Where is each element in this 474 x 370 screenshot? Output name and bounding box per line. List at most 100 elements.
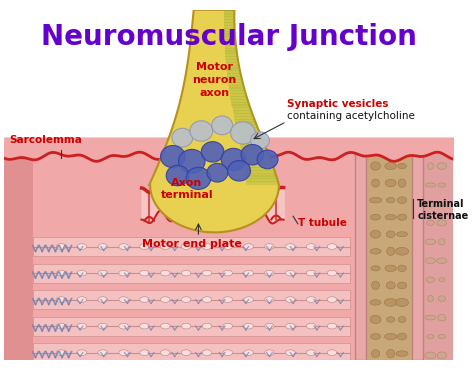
Ellipse shape [371,334,381,339]
Ellipse shape [370,249,381,254]
Ellipse shape [202,350,212,356]
Ellipse shape [397,197,407,204]
Ellipse shape [426,277,435,282]
Ellipse shape [244,323,254,329]
Ellipse shape [212,116,233,135]
Ellipse shape [285,323,295,329]
Ellipse shape [264,244,274,249]
Text: T tubule: T tubule [298,218,347,228]
Ellipse shape [397,282,407,289]
Ellipse shape [327,350,337,356]
Ellipse shape [396,298,409,306]
Ellipse shape [140,350,149,356]
Ellipse shape [161,244,170,249]
Ellipse shape [244,297,254,302]
Ellipse shape [398,316,406,323]
Ellipse shape [182,270,191,276]
Ellipse shape [119,323,128,329]
Ellipse shape [182,244,191,249]
Ellipse shape [228,161,251,181]
Ellipse shape [437,258,447,263]
Ellipse shape [427,334,434,339]
Text: Motor end plate: Motor end plate [142,239,242,249]
Ellipse shape [437,352,447,359]
Ellipse shape [119,270,128,276]
Ellipse shape [426,183,436,187]
Ellipse shape [438,314,446,321]
Ellipse shape [369,197,382,203]
Ellipse shape [385,215,396,220]
Ellipse shape [244,244,254,249]
Ellipse shape [425,315,436,320]
Text: Synaptic vesicles: Synaptic vesicles [286,99,388,109]
Ellipse shape [119,297,128,302]
Ellipse shape [425,239,436,245]
Ellipse shape [385,179,396,187]
Ellipse shape [77,270,87,276]
Ellipse shape [182,350,191,356]
Ellipse shape [285,297,295,302]
Ellipse shape [372,281,379,289]
Ellipse shape [244,270,254,276]
Ellipse shape [398,265,406,272]
Text: Sarcolemma: Sarcolemma [9,135,82,145]
Ellipse shape [182,297,191,302]
Ellipse shape [285,350,295,356]
Ellipse shape [202,244,212,249]
Ellipse shape [166,165,189,186]
Ellipse shape [384,299,397,306]
Ellipse shape [179,149,205,173]
Ellipse shape [257,150,278,169]
Ellipse shape [172,128,193,147]
Ellipse shape [161,145,185,168]
Ellipse shape [202,297,212,302]
Ellipse shape [306,270,316,276]
Ellipse shape [251,132,269,149]
Ellipse shape [327,297,337,302]
Ellipse shape [426,258,436,264]
Ellipse shape [98,244,108,249]
Bar [33,343,350,362]
Ellipse shape [387,349,395,358]
Ellipse shape [56,244,66,249]
Ellipse shape [425,201,436,207]
Ellipse shape [306,244,316,249]
Ellipse shape [371,266,380,271]
Ellipse shape [438,239,445,245]
Ellipse shape [140,297,149,302]
Ellipse shape [223,270,233,276]
Polygon shape [149,10,279,232]
Ellipse shape [437,220,447,226]
Ellipse shape [140,323,149,329]
Ellipse shape [77,297,87,302]
Bar [33,150,355,360]
Ellipse shape [371,350,380,357]
Ellipse shape [223,323,233,329]
Ellipse shape [264,350,274,356]
Ellipse shape [398,164,406,169]
Ellipse shape [438,296,446,302]
Ellipse shape [372,179,380,187]
Ellipse shape [385,265,396,272]
Ellipse shape [285,270,295,276]
Ellipse shape [119,350,128,356]
Ellipse shape [371,231,381,238]
Bar [355,150,366,360]
Ellipse shape [371,162,380,170]
Ellipse shape [395,248,409,255]
Ellipse shape [98,323,108,329]
Ellipse shape [370,315,381,324]
Text: Neuromuscular Junction: Neuromuscular Junction [41,23,417,51]
Bar [33,317,350,336]
Ellipse shape [264,323,274,329]
Text: Terminal
cisternae: Terminal cisternae [417,199,468,221]
Ellipse shape [161,297,170,302]
Ellipse shape [161,323,170,329]
Ellipse shape [327,244,337,249]
Ellipse shape [182,323,191,329]
Ellipse shape [398,333,407,340]
Ellipse shape [56,323,66,329]
Ellipse shape [223,297,233,302]
Ellipse shape [56,270,66,276]
Ellipse shape [285,244,295,249]
